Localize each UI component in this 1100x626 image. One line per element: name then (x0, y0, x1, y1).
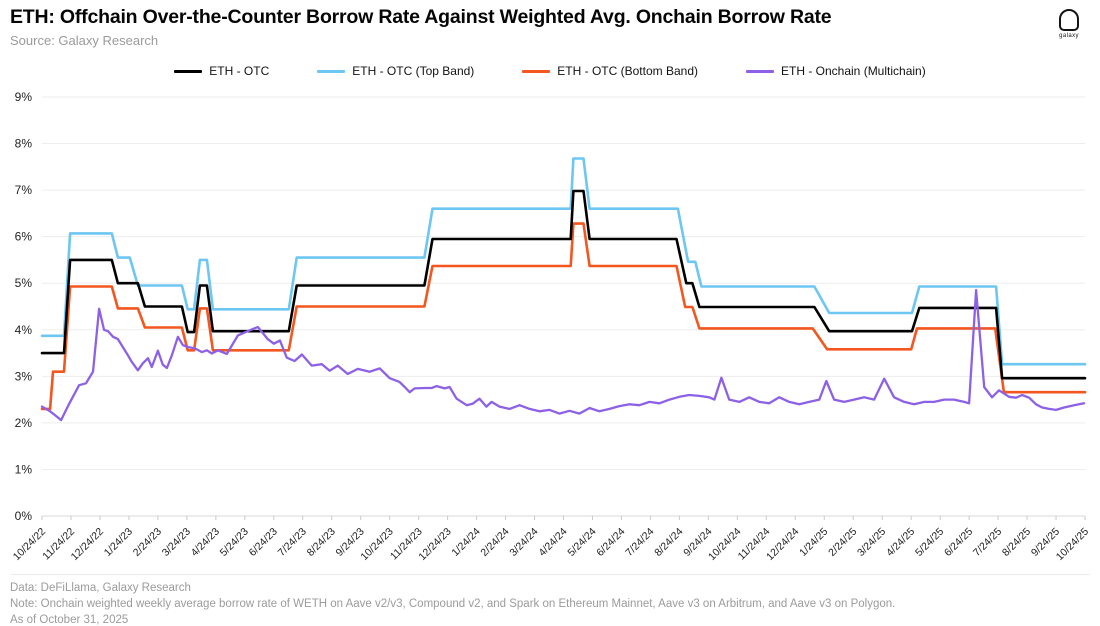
footnote-data-source: Data: DeFiLlama, Galaxy Research (10, 582, 191, 594)
x-tick-label: 6/24/25 (942, 526, 975, 559)
legend-item-eth-otc-top-band: ETH - OTC (Top Band) (317, 64, 474, 78)
x-tick-label: 12/24/24 (764, 526, 801, 563)
footnote-note: Note: Onchain weighted weekly average bo… (10, 598, 896, 611)
legend-label-eth-onchain-multichain: ETH - Onchain (Multichain) (781, 64, 926, 78)
source-label: Source: Galaxy Research (10, 33, 159, 48)
y-tick-label: 5% (15, 276, 33, 290)
y-tick-label: 7% (15, 183, 33, 197)
x-tick-label: 3/24/25 (855, 526, 888, 559)
x-tick-label: 6/24/24 (594, 526, 627, 559)
x-tick-label: 7/24/23 (276, 526, 309, 559)
x-tick-label: 1/24/25 (797, 526, 830, 559)
y-tick-label: 4% (15, 323, 33, 337)
x-tick-label: 5/24/25 (913, 526, 946, 559)
x-tick-label: 8/24/25 (1000, 526, 1033, 559)
galaxy-logo: galaxy (1052, 9, 1086, 39)
x-tick-label: 7/24/24 (623, 526, 656, 559)
x-tick-label: 4/24/24 (536, 526, 569, 559)
series-line-eth-otc (40, 189, 1087, 380)
x-tick-label: 6/24/23 (247, 526, 280, 559)
x-tick-label: 5/24/23 (218, 526, 251, 559)
legend-label-eth-otc: ETH - OTC (209, 64, 270, 78)
footnote-as-of: As of October 31, 2025 (10, 614, 129, 626)
x-tick-label: 2/24/25 (826, 526, 859, 559)
x-tick-label: 10/24/25 (1054, 526, 1091, 563)
y-tick-label: 6% (15, 230, 33, 244)
x-tick-label: 8/24/24 (652, 526, 685, 559)
y-tick-label: 8% (15, 137, 33, 151)
legend-item-eth-otc: ETH - OTC (174, 64, 269, 78)
y-tick-label: 2% (15, 416, 33, 430)
legend-swatch-eth-onchain-multichain (746, 69, 774, 73)
legend-label-eth-otc-top-band: ETH - OTC (Top Band) (352, 64, 475, 78)
x-tick-label: 12/24/23 (416, 526, 453, 563)
legend-swatch-eth-otc-top-band (317, 69, 346, 73)
series-line-eth-onchain-multichain (40, 289, 1086, 422)
x-tick-label: 2/24/24 (478, 526, 511, 559)
x-tick-label: 7/24/25 (971, 526, 1004, 559)
x-tick-label: 12/24/22 (69, 526, 106, 563)
x-tick-label: 4/24/23 (189, 526, 222, 559)
legend-item-eth-otc-bottom-band: ETH - OTC (Bottom Band) (522, 64, 698, 78)
legend-label-eth-otc-bottom-band: ETH - OTC (Bottom Band) (557, 64, 698, 78)
legend-swatch-eth-otc-bottom-band (522, 69, 551, 73)
x-tick-label: 3/24/23 (160, 526, 193, 559)
x-tick-label: 8/24/23 (305, 526, 338, 559)
chart-footnotes: Data: DeFiLlama, Galaxy Research Note: O… (10, 574, 1090, 626)
series-line-eth-otc-bottom-band (40, 222, 1087, 411)
series-line-eth-otc-top-band (40, 157, 1087, 366)
x-tick-label: 1/24/23 (102, 526, 135, 559)
x-tick-label: 5/24/24 (565, 526, 598, 559)
legend-item-eth-onchain-multichain: ETH - Onchain (Multichain) (746, 64, 926, 78)
page-title: ETH: Offchain Over-the-Counter Borrow Ra… (10, 6, 832, 28)
chart-legend: ETH - OTC ETH - OTC (Top Band) ETH - OTC (… (0, 64, 1100, 78)
galaxy-logo-text: galaxy (1059, 33, 1079, 39)
x-tick-label: 1/24/24 (449, 526, 482, 559)
galaxy-logo-icon (1059, 9, 1079, 31)
x-tick-label: 3/24/24 (507, 526, 540, 559)
x-tick-label: 2/24/23 (131, 526, 164, 559)
y-tick-label: 0% (15, 509, 33, 523)
y-tick-label: 3% (15, 369, 33, 383)
x-tick-label: 4/24/25 (884, 526, 917, 559)
y-tick-label: 9% (15, 90, 33, 104)
legend-swatch-eth-otc (174, 69, 203, 73)
y-tick-label: 1% (15, 462, 33, 476)
